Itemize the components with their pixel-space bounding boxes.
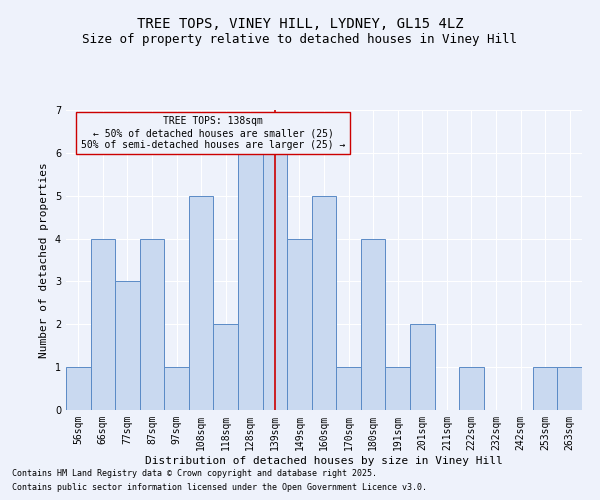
Text: TREE TOPS, VINEY HILL, LYDNEY, GL15 4LZ: TREE TOPS, VINEY HILL, LYDNEY, GL15 4LZ	[137, 18, 463, 32]
Bar	[164, 367, 189, 410]
Bar	[189, 196, 214, 410]
Bar	[361, 238, 385, 410]
Bar	[533, 367, 557, 410]
Text: Contains public sector information licensed under the Open Government Licence v3: Contains public sector information licen…	[12, 484, 427, 492]
Bar	[66, 367, 91, 410]
Bar	[410, 324, 434, 410]
Bar	[459, 367, 484, 410]
Bar	[385, 367, 410, 410]
Bar	[214, 324, 238, 410]
Y-axis label: Number of detached properties: Number of detached properties	[40, 162, 49, 358]
Bar	[238, 153, 263, 410]
Bar	[287, 238, 312, 410]
Bar	[140, 238, 164, 410]
Text: TREE TOPS: 138sqm
← 50% of detached houses are smaller (25)
50% of semi-detached: TREE TOPS: 138sqm ← 50% of detached hous…	[81, 116, 346, 150]
Bar	[91, 238, 115, 410]
Bar	[115, 282, 140, 410]
Bar	[263, 153, 287, 410]
X-axis label: Distribution of detached houses by size in Viney Hill: Distribution of detached houses by size …	[145, 456, 503, 466]
Bar	[557, 367, 582, 410]
Text: Contains HM Land Registry data © Crown copyright and database right 2025.: Contains HM Land Registry data © Crown c…	[12, 468, 377, 477]
Bar	[312, 196, 336, 410]
Bar	[336, 367, 361, 410]
Text: Size of property relative to detached houses in Viney Hill: Size of property relative to detached ho…	[83, 32, 517, 46]
